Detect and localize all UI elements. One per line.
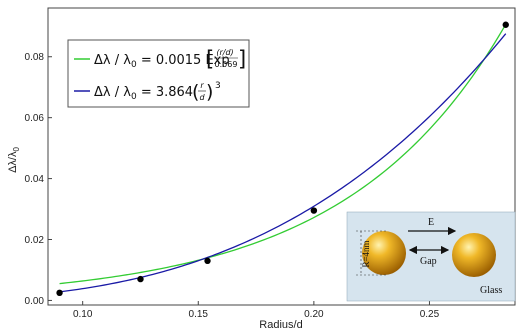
medium-label: Glass	[480, 285, 502, 296]
tick-labels: 0.10 0.15 0.20 0.25 0.00 0.02 0.04 0.06 0.08	[25, 52, 440, 320]
legend-bracket-right: ]	[238, 47, 246, 71]
legend-frac-num-cubic: r	[200, 81, 204, 90]
data-point-1	[137, 275, 144, 283]
legend-frac-den-exp: 0.069	[215, 60, 238, 69]
y-axis-title: Δλ/λ0	[7, 147, 21, 173]
legend-box	[67, 39, 250, 108]
x-tick-label-3: 0.25	[420, 309, 440, 320]
data-point-3	[310, 207, 318, 214]
legend-bracket-left: [	[206, 47, 214, 71]
x-tick-label-0: 0.10	[73, 309, 93, 320]
inset-illustration: E Gap R=4nm Glass	[346, 211, 516, 302]
y-tick-label-1: 0.02	[25, 235, 45, 246]
radius-label: R=4nm	[361, 240, 371, 267]
cubic-fit-curve	[59, 33, 507, 293]
legend-paren-left: (	[192, 81, 199, 103]
exp-fit-curve	[59, 23, 507, 285]
y-tick-label-4: 0.08	[25, 52, 45, 63]
plot-frame	[47, 7, 516, 306]
data-point-2	[204, 257, 211, 265]
legend: Δλ / λ0 = 0.0015 Exp [ (r/d) 0.069 ] Δλ …	[67, 39, 250, 108]
legend-exp-cubic: 3	[215, 81, 221, 91]
legend-label-cubic: Δλ / λ0 = 3.864	[94, 85, 193, 102]
x-tick-label-1: 0.15	[189, 309, 209, 320]
legend-frac-den-cubic: d	[199, 93, 205, 102]
nanosphere-right	[452, 233, 496, 277]
legend-frac-num-exp: (r/d)	[216, 48, 233, 57]
legend-paren-right: )	[206, 81, 213, 103]
tick-marks	[48, 56, 430, 305]
y-tick-label-3: 0.06	[25, 113, 45, 124]
field-label: E	[428, 217, 434, 228]
gap-label: Gap	[420, 256, 437, 267]
x-tick-label-2: 0.20	[304, 309, 324, 320]
data-point-4	[502, 21, 509, 28]
y-tick-label-2: 0.04	[25, 174, 45, 185]
x-axis-title: Radius/d	[259, 319, 302, 331]
nanosphere-left	[362, 231, 406, 275]
y-tick-label-0: 0.00	[25, 296, 45, 307]
legend-label-exp: Δλ / λ0 = 0.0015 Exp	[94, 53, 230, 70]
data-point-0	[56, 289, 63, 297]
data-points	[56, 21, 509, 297]
